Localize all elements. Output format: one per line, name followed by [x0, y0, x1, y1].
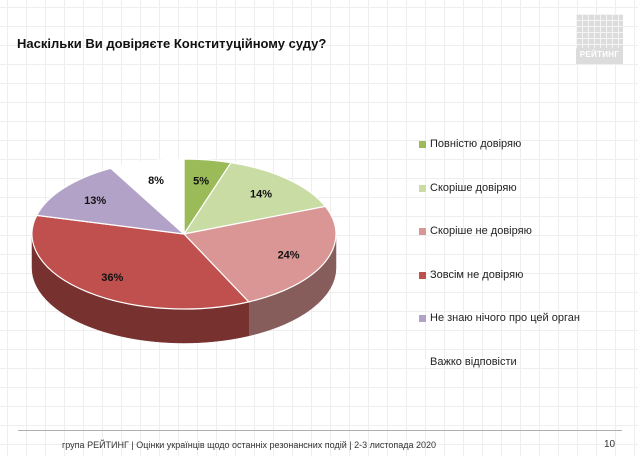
legend-swatch: [419, 184, 426, 192]
footer-text: група РЕЙТИНГ | Оцінки українців щодо ос…: [62, 440, 437, 450]
data-label: 14%: [250, 189, 272, 201]
rating-logo: РЕЙТИНГ: [576, 14, 623, 64]
pie-slice-4: [31, 214, 250, 310]
logo-pattern: [576, 14, 623, 48]
footer-divider: [18, 430, 622, 431]
data-label: 13%: [84, 195, 106, 207]
legend-swatch: [419, 271, 426, 279]
legend-swatch: [419, 358, 426, 366]
legend-label: Скоріше не довіряю: [430, 225, 532, 237]
legend-label: Скоріше довіряю: [430, 181, 517, 194]
data-label: 24%: [278, 249, 300, 261]
legend-swatch: [419, 315, 426, 322]
data-label: 36%: [101, 272, 123, 284]
legend-label: Повністю довіряю: [430, 138, 522, 150]
data-label: 5%: [193, 176, 209, 188]
logo-text: РЕЙТИНГ: [579, 50, 620, 59]
pie-data-labels: 5% 14% 24% 36% 13% 8%: [84, 175, 300, 284]
legend-label: Важко відповісти: [430, 355, 517, 368]
pie-slices: [31, 158, 337, 310]
chart-title: Наскільки Ви довіряєте Конституційному с…: [17, 36, 327, 51]
page-number: 10: [604, 439, 616, 450]
legend-swatch: [419, 228, 426, 235]
legend-label: Не знаю нічого про цей орган: [430, 312, 580, 324]
pie-slice-2: [182, 162, 327, 235]
pie-slice-3: [182, 205, 337, 303]
pie-slice-6: [109, 158, 185, 236]
pie-slice-5: [35, 167, 186, 235]
data-label: 8%: [148, 175, 164, 187]
legend-swatch: [419, 141, 426, 148]
legend-label: Зовсім не довіряю: [430, 268, 524, 281]
